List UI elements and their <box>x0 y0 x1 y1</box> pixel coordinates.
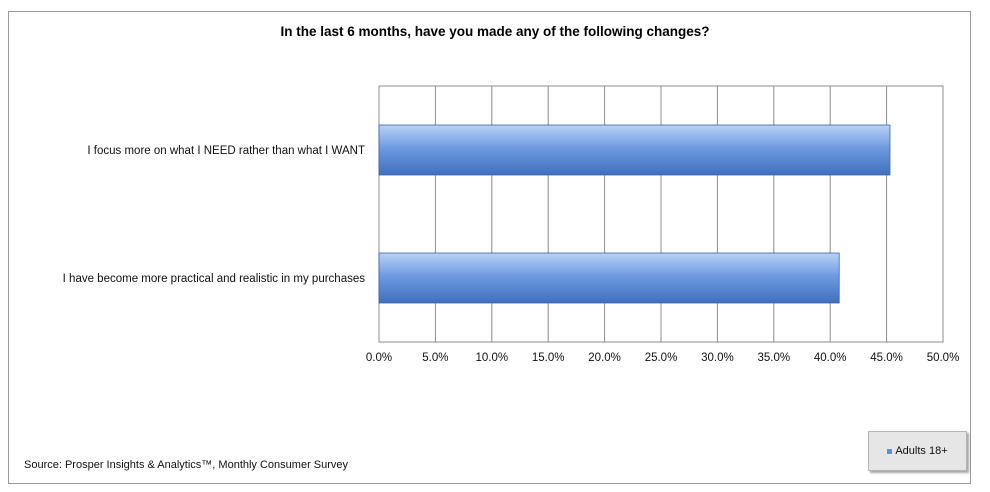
x-tick-label: 5.0% <box>422 352 448 364</box>
legend: Adults 18+ <box>868 431 967 471</box>
legend-label: Adults 18+ <box>895 445 948 457</box>
x-tick-label: 20.0% <box>588 352 621 364</box>
chart-frame <box>8 11 971 484</box>
x-tick-label: 50.0% <box>927 352 960 364</box>
legend-swatch <box>887 448 893 454</box>
x-tick-label: 15.0% <box>532 352 565 364</box>
x-tick-label: 40.0% <box>814 352 847 364</box>
source-note: Source: Prosper Insights & Analytics™, M… <box>24 459 349 471</box>
category-label: I focus more on what I NEED rather than … <box>87 145 365 157</box>
category-label: I have become more practical and realist… <box>63 273 366 285</box>
bar <box>378 124 891 176</box>
chart-title: In the last 6 months, have you made any … <box>280 24 710 39</box>
x-tick-label: 10.0% <box>475 352 508 364</box>
x-tick-label: 0.0% <box>366 352 392 364</box>
x-tick-label: 45.0% <box>870 352 903 364</box>
x-tick-label: 30.0% <box>701 352 734 364</box>
x-tick-label: 25.0% <box>645 352 678 364</box>
x-tick-label: 35.0% <box>757 352 790 364</box>
bar <box>378 252 840 304</box>
